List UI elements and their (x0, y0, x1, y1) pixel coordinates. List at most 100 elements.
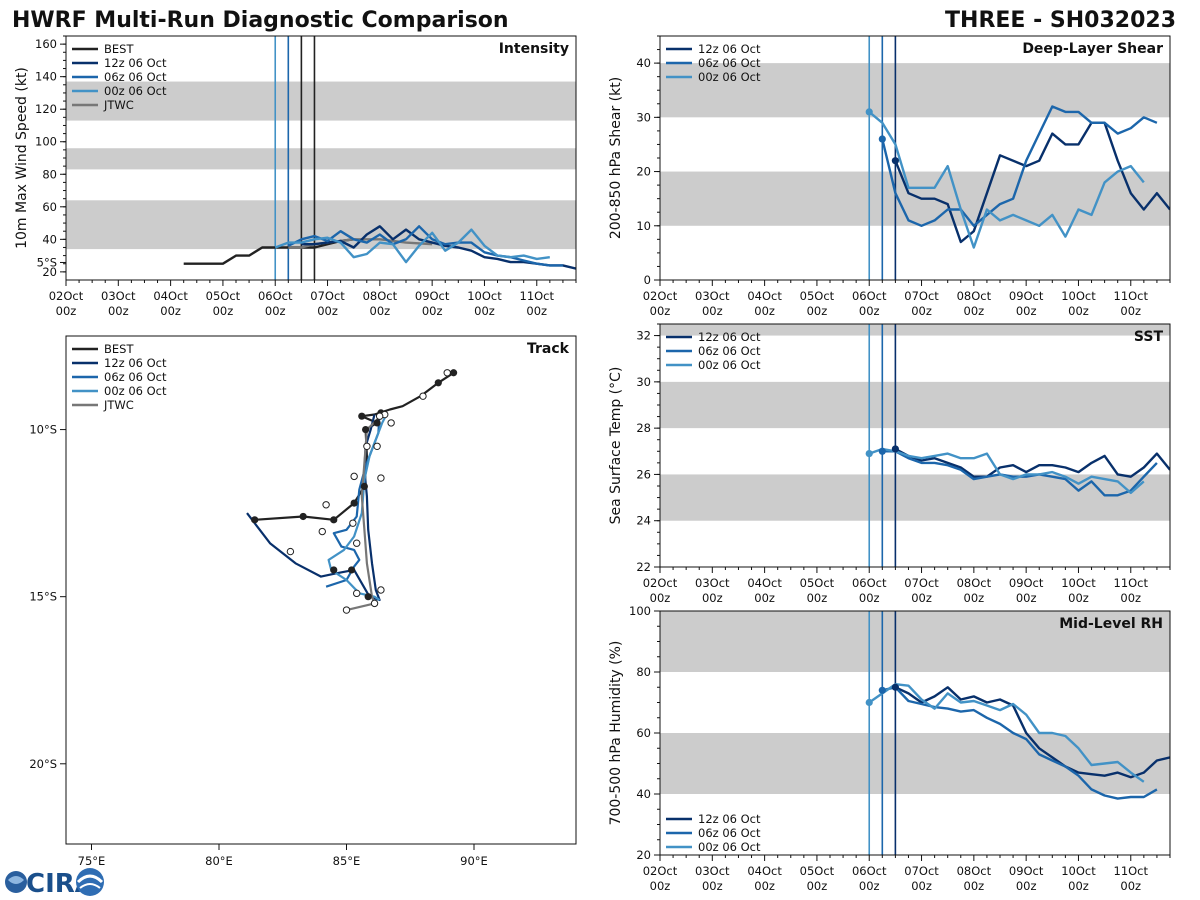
x-tick-label-hour: 00z (911, 591, 932, 605)
track-point-open (353, 589, 361, 598)
y-tick-label: 20 (42, 265, 57, 279)
threshold-band (66, 200, 576, 250)
legend-label: 06z 06 Oct (698, 826, 761, 840)
x-tick-label-hour: 00z (964, 879, 985, 893)
y-tick-label: 30 (636, 375, 651, 389)
series-line-12z-06-oct (894, 686, 1170, 779)
series-line-12z-06-oct (894, 121, 1170, 244)
y-tick-label: 28 (636, 421, 651, 435)
cira-logo: CIRA (5, 868, 104, 899)
x-tick-label-hour: 00z (807, 879, 828, 893)
init-marker (878, 686, 886, 694)
x-tick-label-day: 08Oct (957, 864, 992, 878)
x-tick-label-hour: 00z (911, 879, 932, 893)
x-tick-label-day: 11Oct (520, 289, 555, 303)
x-tick-label-day: 07Oct (904, 864, 939, 878)
y-tick-label: 80 (42, 167, 57, 181)
track-panel: 75°E 80°E 85°E 90°E 5°S 10°S 15°S 20°S Track BEST… (29, 255, 577, 868)
x-tick-label-hour: 00z (964, 591, 985, 605)
x-tick-label-hour: 00z (911, 304, 932, 318)
y-axis-label: Sea Surface Temp (°C) (608, 367, 624, 525)
x-tick-label-day: 08Oct (957, 289, 992, 303)
x-tick-label-hour: 00z (754, 304, 775, 318)
x-tick-label-hour: 00z (526, 304, 547, 318)
x-tick-label-hour: 00z (650, 591, 671, 605)
x-tick-label-day: 11Oct (1114, 864, 1149, 878)
track-point-open (363, 442, 371, 450)
x-tick-label-hour: 00z (807, 591, 828, 605)
x-tick-label-hour: 00z (213, 304, 234, 318)
y-axis-label: 200-850 hPa Shear (kt) (608, 77, 624, 239)
track-point-filled (360, 482, 368, 490)
x-tick-label-hour: 00z (1068, 304, 1089, 318)
x-tick-label-hour: 00z (702, 879, 723, 893)
x-tick-label-day: 02Oct (643, 576, 678, 590)
y-tick-label: 0 (644, 273, 651, 287)
legend-label: 06z 06 Oct (104, 70, 167, 84)
legend-label: 06z 06 Oct (698, 56, 761, 70)
y-tick-label: 60 (42, 200, 57, 214)
threshold-band (660, 324, 1170, 336)
track-point-open (353, 539, 361, 547)
cira-emblem-icon (76, 868, 104, 896)
x-tick-label-hour: 00z (964, 304, 985, 318)
init-marker (891, 445, 899, 453)
legend-label: 00z 06 Oct (698, 840, 761, 854)
x-tick-label-hour: 00z (702, 591, 723, 605)
threshold-band (660, 611, 1170, 672)
y-tick-label: 20°S (29, 757, 57, 771)
y-tick-label: 100 (35, 135, 57, 149)
sst-panel: 02Oct00z03Oct00z04Oct00z05Oct00z06Oct00z… (608, 323, 1171, 605)
x-tick-label-day: 09Oct (1009, 289, 1044, 303)
init-marker (891, 157, 899, 165)
x-tick-label-hour: 00z (650, 879, 671, 893)
track-point-filled (450, 369, 458, 377)
track-point-open (443, 369, 451, 377)
legend-label: 00z 06 Oct (698, 358, 761, 372)
series-line-12z-06-oct (894, 447, 1170, 478)
track-point-filled (330, 566, 338, 574)
legend-label: BEST (104, 342, 134, 356)
legend-label: 06z 06 Oct (104, 370, 167, 384)
track-point-filled (358, 412, 366, 420)
init-marker (865, 108, 873, 116)
track-point-filled (299, 512, 307, 521)
track-point-open (377, 474, 385, 482)
x-tick-label-hour: 00z (754, 879, 775, 893)
threshold-band (66, 148, 576, 170)
x-tick-label-hour: 00z (56, 304, 77, 318)
x-tick-label-day: 11Oct (1114, 576, 1149, 590)
panel-title: Track (527, 341, 570, 357)
track-point-open (322, 501, 330, 509)
init-marker (865, 698, 873, 707)
series-line-00z-06-oct (274, 228, 550, 264)
legend-label: JTWC (103, 398, 134, 412)
legend-label: 12z 06 Oct (698, 42, 761, 56)
track-point-open (318, 527, 326, 536)
track-point-filled (251, 516, 259, 524)
plot-frame (659, 610, 1171, 856)
track-point-filled (350, 499, 358, 507)
track-point-open (286, 547, 295, 556)
x-tick-label-hour: 00z (650, 304, 671, 318)
x-tick-label: 90°E (460, 854, 488, 868)
x-tick-label: 80°E (205, 854, 233, 868)
x-tick-label-day: 02Oct (49, 289, 84, 303)
emblem-wave2-icon (79, 883, 101, 889)
figure-title: HWRF Multi-Run Diagnostic Comparison (12, 8, 509, 33)
series-line-best (183, 238, 354, 265)
x-tick-label-day: 05Oct (800, 576, 835, 590)
y-tick-label: 15°S (29, 590, 57, 604)
series-line-06z-06-oct (882, 686, 1158, 800)
series-line-00z-06-oct (868, 683, 1145, 783)
y-tick-label: 140 (35, 70, 57, 84)
plot-frame (65, 335, 577, 845)
track-point-filled (362, 425, 370, 434)
x-tick-label-day: 06Oct (852, 289, 887, 303)
y-tick-label: 5°S (37, 255, 57, 269)
x-tick-label-day: 04Oct (747, 289, 782, 303)
track-point-open (370, 599, 379, 608)
x-tick-label-hour: 00z (474, 304, 495, 318)
threshold-band (660, 474, 1170, 521)
x-tick-label-day: 07Oct (904, 289, 939, 303)
